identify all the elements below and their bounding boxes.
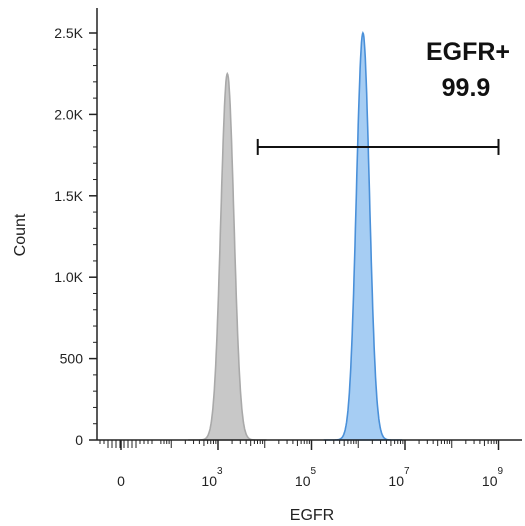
x-tick-label: 103 <box>201 466 223 489</box>
gate-name-label: EGFR+ <box>426 38 510 66</box>
y-tick-label: 1.0K <box>54 269 83 285</box>
y-ticks: 0 500 1.0K 1.5K 2.0K 2.5K <box>54 25 97 448</box>
histogram-peak-1 <box>188 71 267 441</box>
gate <box>256 138 500 155</box>
y-tick-label: 0 <box>75 432 83 448</box>
gate-value-label: 99.9 <box>442 74 491 102</box>
y-tick-label: 2.0K <box>54 106 83 122</box>
histogram-peak-2 <box>323 31 403 441</box>
histogram-areas <box>188 31 403 441</box>
x-tick-label: 105 <box>295 466 317 489</box>
x-tick-labels: 0 103 105 107 109 <box>117 466 503 489</box>
y-tick-label: 2.5K <box>54 25 83 41</box>
x-axis-title: EGFR <box>290 507 334 524</box>
y-tick-label: 1.5K <box>54 188 83 204</box>
y-axis-title: Count <box>12 213 29 256</box>
x-tick-label: 109 <box>482 466 504 489</box>
x-tick-label: 0 <box>117 473 125 489</box>
y-tick-label: 500 <box>60 351 84 367</box>
x-ticks <box>99 440 500 450</box>
x-tick-label: 107 <box>388 466 410 489</box>
